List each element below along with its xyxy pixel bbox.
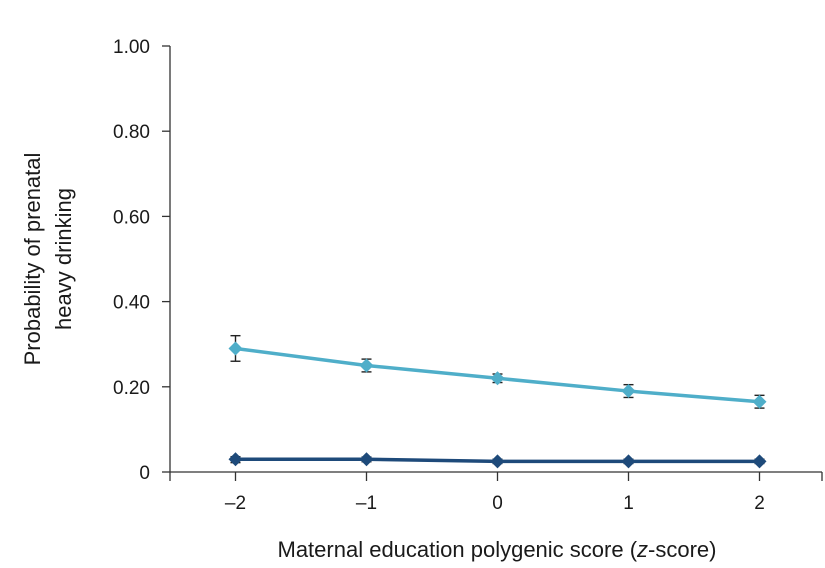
data-point	[752, 394, 767, 409]
data-point	[490, 454, 505, 469]
y-tick-label: 0.80	[113, 122, 150, 143]
data-point	[752, 454, 767, 469]
x-tick-label: –1	[356, 493, 377, 514]
x-tick-label: 0	[492, 493, 503, 514]
data-point	[359, 358, 374, 373]
y-tick-label: 0	[139, 463, 150, 484]
series-layer	[228, 334, 767, 469]
x-axis-title-italic: z	[636, 537, 648, 562]
series-1	[228, 334, 767, 409]
series-2	[228, 452, 767, 469]
data-point	[228, 452, 243, 467]
x-axis-title-post: -score)	[648, 537, 716, 562]
y-axis-title-line2: heavy drinking	[51, 188, 76, 330]
y-tick-label: 0.40	[113, 293, 150, 314]
y-tick-label: 1.00	[113, 37, 150, 58]
y-tick-label: 0.20	[113, 378, 150, 399]
data-point	[490, 371, 505, 386]
data-point	[359, 452, 374, 467]
data-point	[228, 341, 243, 356]
x-tick-label: –2	[225, 493, 246, 514]
axes	[169, 46, 822, 473]
x-tick-label: 2	[754, 493, 765, 514]
data-point	[621, 454, 636, 469]
x-axis-title-pre: Maternal education polygenic score (	[278, 537, 638, 562]
y-tick-label: 0.60	[113, 207, 150, 228]
y-axis-title-line1: Probability of prenatal	[20, 153, 45, 366]
data-point	[621, 384, 636, 399]
x-tick-label: 1	[623, 493, 634, 514]
x-axis-title: Maternal education polygenic score (z-sc…	[278, 537, 717, 562]
y-axis-ticks: 0 0.20 0.40 0.60 0.80 1.00	[113, 37, 170, 484]
x-axis-ticks: –2 –1 0 1 2	[169, 472, 823, 514]
